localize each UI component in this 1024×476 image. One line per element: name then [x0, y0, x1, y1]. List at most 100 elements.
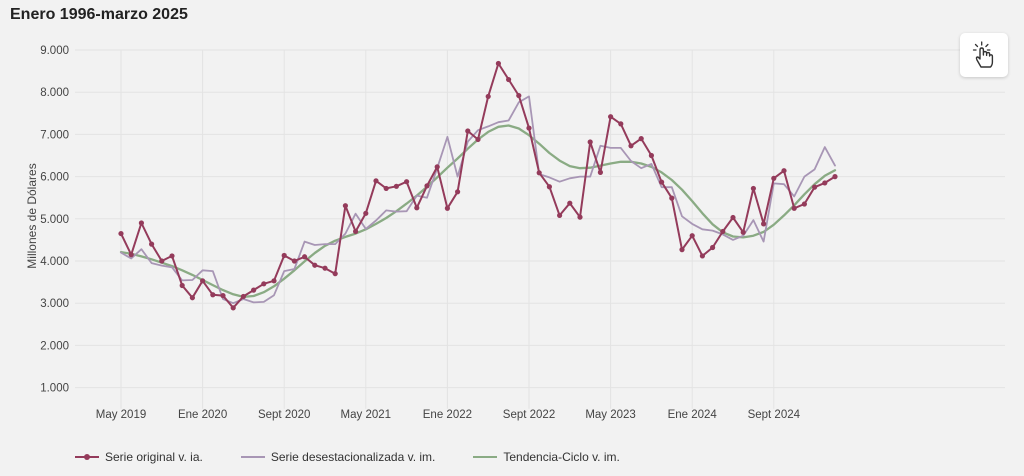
serie-original-point[interactable]: [261, 281, 267, 287]
y-axis-title: Millones de Dólares: [25, 163, 39, 268]
serie-original-point[interactable]: [271, 278, 277, 284]
series-lines: [119, 62, 837, 309]
pointer-hand-icon: [972, 41, 994, 68]
serie-original-point[interactable]: [210, 292, 216, 298]
legend-item-desestacionalizada[interactable]: Serie desestacionalizada v. im.: [240, 450, 435, 464]
serie-original-point[interactable]: [138, 220, 144, 226]
x-tick-label: May 2023: [585, 409, 636, 421]
serie-original-point[interactable]: [526, 125, 532, 131]
serie-original-point[interactable]: [597, 169, 604, 175]
serie-original-line[interactable]: [120, 62, 836, 309]
x-tick-label: Sept 2022: [503, 409, 555, 421]
serie-original-point[interactable]: [118, 230, 124, 237]
serie-original-point[interactable]: [689, 233, 695, 239]
x-tick-label: May 2021: [341, 409, 392, 421]
serie-original-point[interactable]: [822, 180, 828, 186]
serie-original-point[interactable]: [312, 262, 318, 268]
x-tick-label: Ene 2024: [668, 409, 718, 421]
serie-original-point[interactable]: [444, 205, 450, 211]
grid: [75, 49, 1005, 409]
serie-original-point[interactable]: [801, 201, 808, 207]
serie-original-point[interactable]: [200, 278, 206, 284]
serie-original-point[interactable]: [557, 212, 563, 219]
serie-original-point[interactable]: [618, 121, 624, 127]
legend-label-original: Serie original v. ia.: [105, 450, 203, 464]
serie-original-point[interactable]: [638, 136, 644, 142]
y-tick-label: 8.000: [40, 87, 69, 99]
serie-original-point[interactable]: [393, 183, 399, 189]
legend-item-tendencia[interactable]: Tendencia-Ciclo v. im.: [473, 450, 620, 464]
serie-original-point[interactable]: [536, 170, 542, 176]
serie-original-point[interactable]: [383, 185, 389, 192]
serie-original-point[interactable]: [587, 139, 593, 145]
serie-original-point[interactable]: [302, 254, 308, 260]
serie-original-point[interactable]: [251, 287, 257, 293]
serie-original-point[interactable]: [761, 221, 767, 227]
serie-original-point[interactable]: [628, 143, 634, 149]
y-tick-label: 7.000: [40, 129, 69, 141]
x-tick-label: Ene 2020: [178, 409, 227, 421]
serie-original-point[interactable]: [730, 214, 736, 221]
serie-original-point[interactable]: [353, 228, 359, 235]
serie-original-point[interactable]: [791, 205, 797, 211]
legend-swatch-desestacionalizada: [240, 452, 265, 462]
serie-original-point[interactable]: [608, 114, 614, 120]
tendencia-ciclo-line[interactable]: [119, 124, 837, 299]
serie-original-point[interactable]: [291, 258, 297, 264]
serie-original-point[interactable]: [577, 214, 583, 220]
serie-original-point[interactable]: [342, 203, 348, 209]
serie-original-point[interactable]: [679, 247, 685, 253]
serie-original-point[interactable]: [322, 265, 328, 271]
serie-original-point[interactable]: [812, 184, 818, 190]
pointer-hand-button[interactable]: [960, 33, 1008, 77]
serie-original-point[interactable]: [414, 205, 420, 211]
serie-original-point[interactable]: [230, 305, 236, 311]
serie-original-point[interactable]: [740, 229, 746, 235]
serie-original-point[interactable]: [669, 195, 675, 201]
legend: Serie original v. ia. Serie desestaciona…: [75, 450, 620, 464]
serie-original-point[interactable]: [648, 152, 655, 159]
y-tick-label: 6.000: [40, 172, 69, 184]
y-tick-label: 9.000: [40, 45, 69, 57]
serie-original-point[interactable]: [240, 293, 246, 300]
serie-original-point[interactable]: [332, 271, 338, 277]
serie-original-point[interactable]: [832, 174, 838, 180]
serie-original-point[interactable]: [159, 258, 165, 264]
serie-original-point[interactable]: [720, 228, 726, 235]
serie-desestacionalizada-line[interactable]: [120, 95, 836, 305]
legend-item-original[interactable]: Serie original v. ia.: [75, 450, 203, 464]
serie-original-point[interactable]: [373, 178, 379, 184]
serie-original-point[interactable]: [189, 295, 195, 301]
serie-original-point[interactable]: [710, 244, 716, 251]
serie-original-point[interactable]: [546, 184, 553, 190]
serie-original-point[interactable]: [179, 282, 185, 289]
serie-original-point[interactable]: [404, 179, 410, 185]
serie-original-point[interactable]: [424, 183, 430, 189]
serie-original-point[interactable]: [281, 252, 287, 259]
x-tick-label: Sept 2020: [258, 409, 310, 421]
serie-original-point[interactable]: [506, 76, 512, 83]
serie-original-point[interactable]: [220, 293, 226, 299]
serie-original-point[interactable]: [699, 253, 706, 259]
serie-original-point[interactable]: [465, 128, 471, 134]
legend-swatch-original: [75, 452, 99, 462]
serie-original-point[interactable]: [516, 92, 522, 99]
legend-swatch-tendencia: [473, 452, 498, 462]
legend-label-tendencia: Tendencia-Ciclo v. im.: [503, 450, 620, 464]
serie-original-point[interactable]: [475, 136, 481, 143]
serie-original-point[interactable]: [781, 168, 787, 174]
serie-original-point[interactable]: [434, 164, 440, 170]
serie-original-point[interactable]: [771, 175, 777, 181]
serie-original-point[interactable]: [455, 189, 461, 195]
line-chart: 1.000 2.000 3.000 4.000 5.000 6.000 7.000 8.000…: [25, 45, 1005, 421]
serie-original-point[interactable]: [750, 185, 757, 192]
serie-original-point[interactable]: [659, 179, 665, 185]
serie-original-point[interactable]: [169, 253, 175, 259]
serie-original-point[interactable]: [495, 60, 501, 67]
serie-original-point[interactable]: [128, 252, 134, 258]
serie-original-point[interactable]: [149, 241, 155, 247]
serie-original-point[interactable]: [363, 210, 369, 216]
y-tick-label: 2.000: [40, 340, 69, 352]
serie-original-point[interactable]: [567, 200, 573, 206]
serie-original-point[interactable]: [485, 93, 491, 100]
